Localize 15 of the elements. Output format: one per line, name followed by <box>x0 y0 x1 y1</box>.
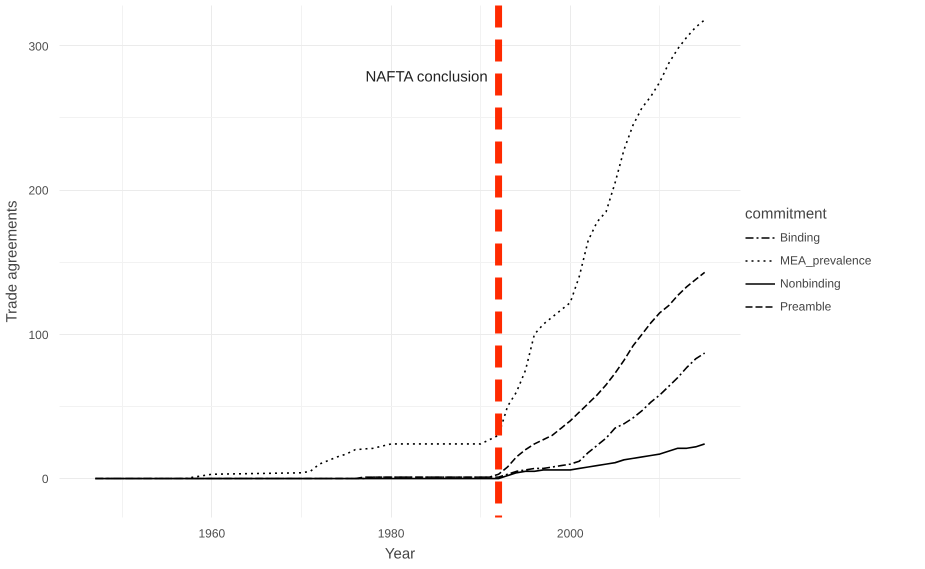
legend-label: Nonbinding <box>780 276 841 290</box>
y-tick-label: 100 <box>28 328 49 342</box>
y-tick-label: 200 <box>28 184 49 198</box>
x-axis-title: Year <box>384 546 416 562</box>
legend-label: MEA_prevalence <box>780 254 872 268</box>
x-tick-label: 2000 <box>556 526 584 540</box>
y-tick-label: 0 <box>42 472 49 486</box>
legend-label: Binding <box>780 230 820 244</box>
y-tick-label: 300 <box>28 39 49 54</box>
legend-label: Preamble <box>780 300 832 314</box>
y-axis-title: Trade agreements <box>3 200 20 323</box>
ref-line-label: NAFTA conclusion <box>365 68 488 86</box>
x-tick-label: 1960 <box>198 526 226 540</box>
legend-title: commitment <box>745 206 828 222</box>
x-tick-label: 1980 <box>378 526 405 540</box>
